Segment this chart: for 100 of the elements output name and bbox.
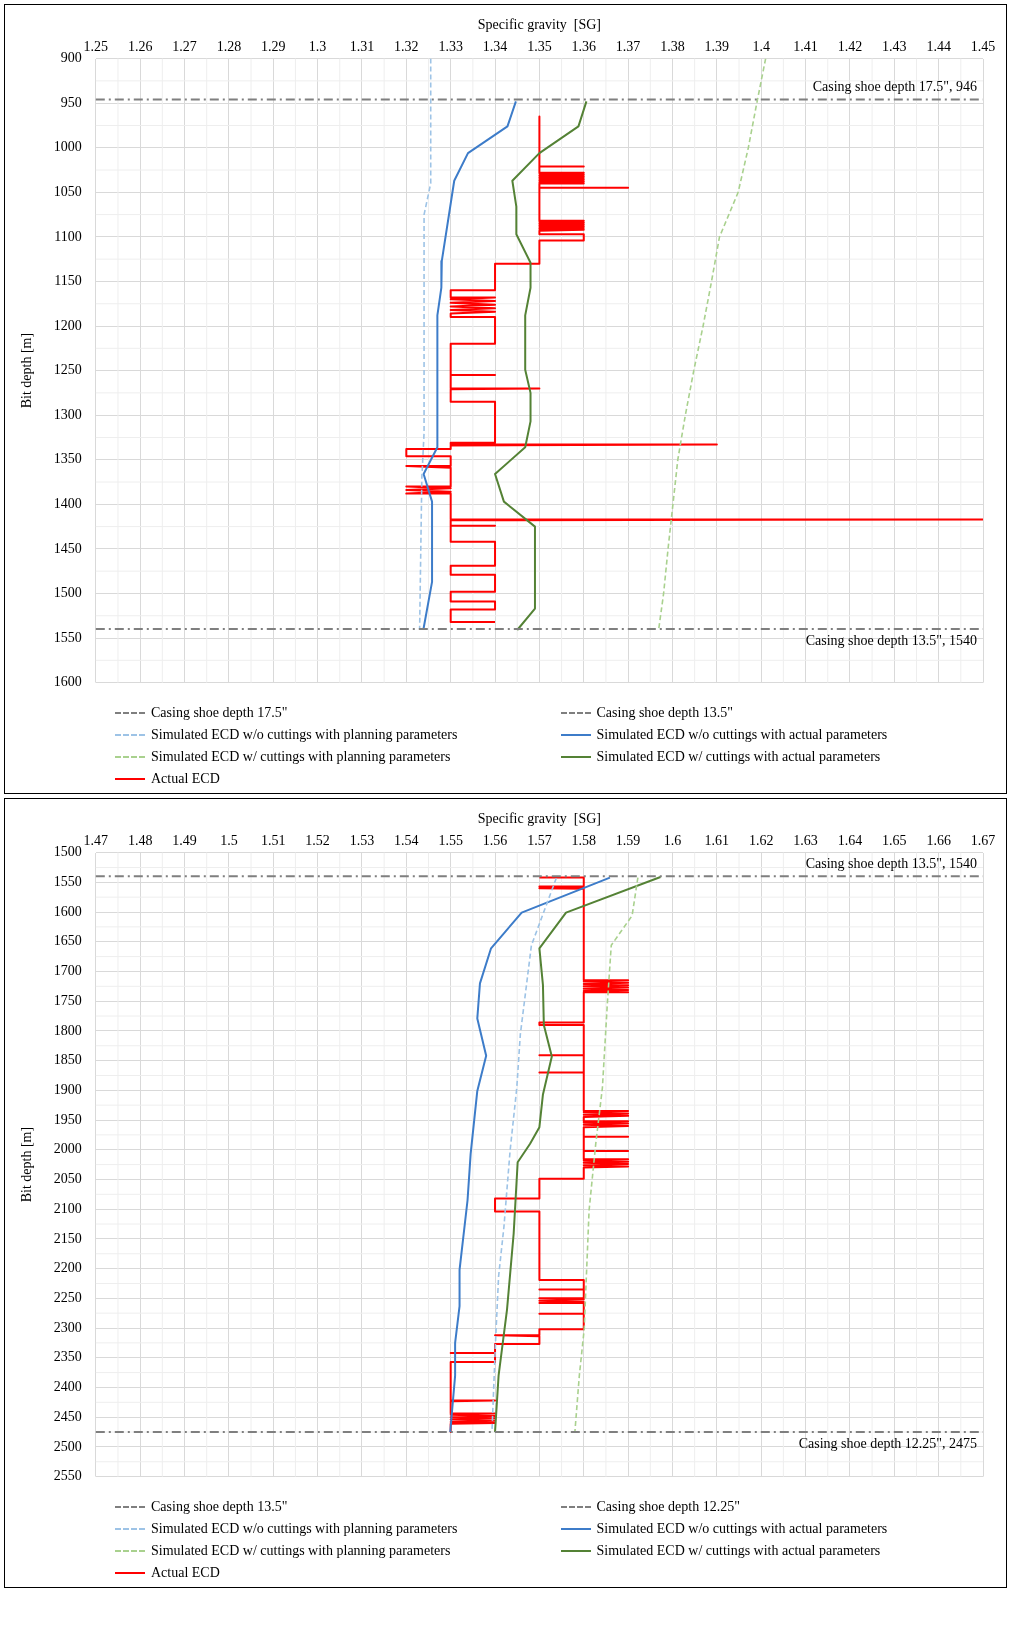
x-tick-label: 1.6 <box>663 832 682 848</box>
y-tick-label: 1550 <box>53 629 82 645</box>
y-tick-label: 1300 <box>53 406 82 422</box>
y-tick-label: 1150 <box>54 273 82 289</box>
legend-label: Simulated ECD w/o cuttings with planning parameters <box>151 1521 458 1537</box>
y-tick-label: 1950 <box>53 1111 82 1127</box>
y-tick-label: 1650 <box>53 933 82 949</box>
y-tick-label: 1900 <box>53 1081 82 1097</box>
y-tick-label: 950 <box>60 94 82 110</box>
line-series <box>657 58 767 630</box>
x-tick-label: 1.36 <box>571 38 597 54</box>
x-tick-label: 1.34 <box>482 38 508 54</box>
y-tick-label: 1600 <box>53 903 82 919</box>
y-tick-label: 2400 <box>53 1379 82 1395</box>
y-tick-label: 900 <box>60 50 82 66</box>
x-tick-label: 1.48 <box>127 832 153 848</box>
y-tick-label: 1250 <box>53 362 82 378</box>
x-tick-label: 1.26 <box>127 38 153 54</box>
legend-label: Simulated ECD w/ cuttings with planning parameters <box>151 1543 451 1559</box>
x-tick-label: 1.67 <box>970 832 996 848</box>
x-tick-label: 1.27 <box>172 38 197 54</box>
x-tick-label: 1.54 <box>394 832 419 848</box>
x-tick-label: 1.41 <box>793 38 818 54</box>
x-tick-label: 1.63 <box>793 832 818 848</box>
legend-label: Simulated ECD w/o cuttings with actual parameters <box>596 1521 888 1537</box>
legend-label: Simulated ECD w/o cuttings with actual parameters <box>596 727 888 743</box>
legend-label: Simulated ECD w/ cuttings with actual parameters <box>596 1543 881 1559</box>
x-axis-title: Specific gravity [SG] <box>477 811 602 827</box>
y-tick-label: 1050 <box>53 183 82 199</box>
y-tick-label: 1350 <box>53 451 82 467</box>
y-tick-label: 1500 <box>53 844 82 860</box>
y-tick-label: 2150 <box>53 1230 82 1246</box>
legend-label: Casing shoe depth 13.5" <box>596 705 733 721</box>
x-tick-label: 1.3 <box>308 38 327 54</box>
y-tick-label: 1750 <box>53 992 82 1008</box>
x-tick-label: 1.49 <box>172 832 197 848</box>
y-tick-label: 1100 <box>54 228 82 244</box>
x-tick-label: 1.45 <box>970 38 996 54</box>
legend-label: Casing shoe depth 17.5" <box>151 705 288 721</box>
x-tick-label: 1.39 <box>704 38 730 54</box>
x-tick-label: 1.4 <box>752 38 770 54</box>
annotation: Casing shoe depth 12.25", 2475 <box>798 1435 977 1451</box>
x-axis-title: Specific gravity [SG] <box>477 17 602 33</box>
y-tick-label: 1500 <box>53 585 82 601</box>
legend-label: Casing shoe depth 12.25" <box>596 1499 740 1515</box>
legend-label: Simulated ECD w/o cuttings with planning parameters <box>151 727 458 743</box>
y-axis-title: Bit depth [m] <box>19 1126 35 1203</box>
annotation: Casing shoe depth 13.5", 1540 <box>805 632 977 648</box>
x-tick-label: 1.58 <box>571 832 597 848</box>
line-series <box>418 58 432 630</box>
y-tick-label: 1800 <box>53 1022 82 1038</box>
x-tick-label: 1.28 <box>216 38 242 54</box>
x-tick-label: 1.31 <box>349 38 375 54</box>
x-tick-label: 1.43 <box>882 38 907 54</box>
x-tick-label: 1.5 <box>220 832 238 848</box>
y-tick-label: 2500 <box>53 1438 82 1454</box>
annotation: Casing shoe depth 17.5", 946 <box>812 79 977 95</box>
y-axis-title: Bit depth [m] <box>19 332 35 409</box>
y-tick-label: 2300 <box>53 1319 82 1335</box>
x-tick-label: 1.61 <box>704 832 730 848</box>
x-tick-label: 1.65 <box>882 832 907 848</box>
y-tick-label: 1700 <box>53 963 82 979</box>
x-tick-label: 1.37 <box>615 38 641 54</box>
y-tick-label: 1850 <box>53 1052 82 1068</box>
x-tick-label: 1.53 <box>349 832 375 848</box>
y-tick-label: 2000 <box>53 1141 82 1157</box>
y-tick-label: 1200 <box>53 317 82 333</box>
x-tick-label: 1.56 <box>482 832 508 848</box>
x-tick-label: 1.44 <box>926 38 951 54</box>
y-tick-label: 2550 <box>53 1468 82 1484</box>
x-tick-label: 1.66 <box>926 832 951 848</box>
y-tick-label: 2200 <box>53 1260 82 1276</box>
y-tick-label: 2250 <box>53 1289 82 1305</box>
x-tick-label: 1.57 <box>527 832 552 848</box>
x-tick-label: 1.35 <box>527 38 552 54</box>
x-tick-label: 1.51 <box>260 832 286 848</box>
legend-label: Simulated ECD w/ cuttings with actual parameters <box>596 749 881 765</box>
x-tick-label: 1.32 <box>394 38 419 54</box>
legend-label: Actual ECD <box>151 771 220 787</box>
x-tick-label: 1.64 <box>837 832 863 848</box>
x-tick-label: 1.42 <box>837 38 863 54</box>
legend-label: Actual ECD <box>151 1565 220 1581</box>
y-tick-label: 1400 <box>53 495 82 511</box>
y-tick-label: 2100 <box>53 1200 82 1216</box>
x-tick-label: 1.62 <box>748 832 774 848</box>
legend-label: Simulated ECD w/ cuttings with planning parameters <box>151 749 451 765</box>
x-tick-label: 1.55 <box>438 832 463 848</box>
y-tick-label: 2350 <box>53 1349 82 1365</box>
y-tick-label: 2050 <box>53 1171 82 1187</box>
y-tick-label: 1550 <box>53 873 82 889</box>
x-tick-label: 1.47 <box>83 832 109 848</box>
annotation: Casing shoe depth 13.5", 1540 <box>805 856 977 872</box>
line-series <box>574 876 639 1433</box>
y-tick-label: 1450 <box>53 540 82 556</box>
y-tick-label: 1000 <box>53 139 82 155</box>
y-tick-label: 2450 <box>53 1408 82 1424</box>
x-tick-label: 1.59 <box>615 832 641 848</box>
x-tick-label: 1.25 <box>83 38 109 54</box>
x-tick-label: 1.33 <box>438 38 463 54</box>
x-tick-label: 1.29 <box>260 38 286 54</box>
